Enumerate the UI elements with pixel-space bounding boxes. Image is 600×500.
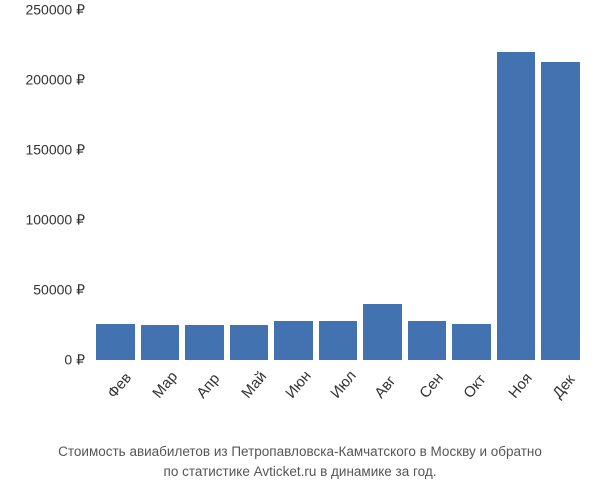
- y-tick-label: 0 ₽: [0, 352, 85, 369]
- x-tick-label: Сен: [416, 361, 454, 401]
- plot-area: 0 ₽50000 ₽100000 ₽150000 ₽200000 ₽250000…: [90, 10, 580, 360]
- bars-group: [90, 10, 580, 360]
- y-tick-label: 50000 ₽: [0, 282, 85, 299]
- y-tick-label: 100000 ₽: [0, 212, 85, 229]
- chart-caption: Стоимость авиабилетов из Петропавловска-…: [0, 442, 600, 483]
- x-tick-label: Июл: [327, 361, 365, 401]
- bar: [141, 325, 180, 360]
- x-axis-labels: ФевМарАпрМайИюнИюлАвгСенОктНояДек: [90, 365, 580, 382]
- bar: [96, 324, 135, 360]
- x-tick-label: Окт: [461, 361, 499, 401]
- bar: [541, 62, 580, 360]
- bar: [185, 325, 224, 360]
- x-tick-label: Май: [238, 361, 276, 401]
- x-tick-label: Мар: [149, 361, 187, 401]
- bar: [319, 321, 358, 360]
- caption-line-2: по статистике Avticket.ru в динамике за …: [0, 462, 600, 482]
- caption-line-1: Стоимость авиабилетов из Петропавловска-…: [0, 442, 600, 462]
- y-axis: 0 ₽50000 ₽100000 ₽150000 ₽200000 ₽250000…: [0, 10, 85, 360]
- y-tick-label: 250000 ₽: [0, 2, 85, 19]
- x-tick-label: Авг: [372, 361, 410, 401]
- bar: [452, 324, 491, 360]
- price-chart: 0 ₽50000 ₽100000 ₽150000 ₽200000 ₽250000…: [90, 10, 580, 390]
- x-tick-label: Фев: [104, 361, 142, 401]
- bar: [363, 304, 402, 360]
- x-tick-label: Апр: [193, 361, 231, 401]
- x-tick-label: Дек: [550, 361, 588, 401]
- y-tick-label: 200000 ₽: [0, 72, 85, 89]
- x-tick-label: Июн: [282, 361, 320, 401]
- y-tick-label: 150000 ₽: [0, 142, 85, 159]
- bar: [408, 321, 447, 360]
- bar: [497, 52, 536, 360]
- bar: [274, 321, 313, 360]
- bar: [230, 325, 269, 360]
- x-tick-label: Ноя: [505, 361, 543, 401]
